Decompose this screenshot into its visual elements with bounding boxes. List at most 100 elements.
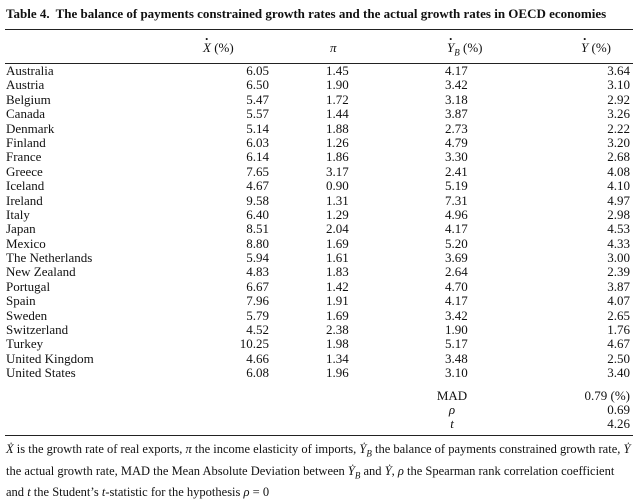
exports-growth-cell: 4.67 [246,178,269,194]
actual-growth-cell: 3.87 [607,278,630,294]
exports-growth-cell: 8.51 [246,221,269,237]
summary-value: 0.79 (%) [584,388,631,403]
country-cell: Denmark [6,120,55,136]
income-elasticity-cell: 3.17 [326,163,349,179]
bop-growth-cell: 4.96 [445,206,468,222]
exports-growth-cell: 5.57 [246,106,269,122]
table-body: Australia 6.05 1.45 4.17 3.64 Austria 6.50 1.90… [0,63,640,381]
actual-growth-cell: 3.00 [607,250,630,266]
actual-growth-cell: 4.97 [607,192,630,208]
country-cell: Sweden [6,307,48,323]
exports-growth-cell: 6.67 [246,278,269,294]
income-elasticity-cell: 2.38 [326,322,349,338]
actual-growth-cell: 2.65 [607,307,630,323]
income-elasticity-cell: 1.91 [326,293,349,309]
exports-growth-cell: 6.14 [246,149,269,165]
summary-label: t [450,416,454,431]
country-cell: Belgium [6,91,51,107]
income-elasticity-cell: 1.86 [326,149,349,165]
exports-growth-cell: 4.66 [246,350,269,366]
actual-growth-cell: 4.08 [607,163,630,179]
header-yb-symbol: Y [447,31,454,56]
exports-growth-cell: 6.05 [246,63,269,78]
country-cell: Iceland [6,178,45,194]
bop-growth-cell: 3.87 [445,106,468,122]
actual-growth-cell: 1.76 [607,322,630,338]
bop-growth-cell: 3.18 [445,91,468,107]
income-elasticity-cell: 1.26 [326,134,349,150]
table-row: United Kingdom 4.66 1.34 3.48 2.50 [0,350,640,366]
bop-growth-cell: 4.17 [445,221,468,237]
income-elasticity-cell: 1.72 [326,91,349,107]
country-cell: Australia [6,63,54,78]
country-cell: United Kingdom [6,350,94,366]
income-elasticity-cell: 1.34 [326,350,349,366]
income-elasticity-cell: 1.45 [326,63,349,78]
income-elasticity-cell: 2.04 [326,221,349,237]
country-cell: Finland [6,134,46,150]
bop-growth-cell: 4.17 [445,293,468,309]
exports-growth-cell: 10.25 [239,336,269,352]
summary-row: ρ 0.69 [0,403,640,417]
table-row: Switzerland 4.52 2.38 1.90 1.76 [0,322,640,338]
bottom-rule [5,435,633,436]
table-row: Mexico 8.80 1.69 5.20 4.33 [0,235,640,251]
header-yb-subscript: B [454,47,460,58]
exports-growth-cell: 8.80 [246,235,269,251]
country-cell: United States [6,365,76,381]
table-row: Japan 8.51 2.04 4.17 4.53 [0,221,640,237]
actual-growth-cell: 2.68 [607,149,630,165]
bop-growth-cell: 3.42 [445,77,468,93]
table-row: The Netherlands 5.94 1.61 3.69 3.00 [0,250,640,266]
header-exports-unit: (%) [210,40,234,55]
country-cell: Japan [6,221,36,237]
income-elasticity-cell: 1.29 [326,206,349,222]
exports-growth-cell: 6.03 [246,134,269,150]
bop-growth-cell: 2.73 [445,120,468,136]
table-row: Sweden 5.79 1.69 3.42 2.65 [0,307,640,323]
table-row: Italy 6.40 1.29 4.96 2.98 [0,206,640,222]
summary-label: ρ [448,402,456,417]
header-exports: X (%) [203,31,234,56]
table-row: Austria 6.50 1.90 3.42 3.10 [0,77,640,93]
country-cell: Turkey [6,336,44,352]
bop-growth-cell: 5.20 [445,235,468,251]
country-cell: Ireland [6,192,43,208]
table-row: United States 6.08 1.96 3.10 3.40 [0,365,640,381]
summary-row: MAD 0.79 (%) [0,389,640,403]
bop-growth-cell: 2.41 [445,163,468,179]
country-cell: Austria [6,77,45,93]
table-row: Canada 5.57 1.44 3.87 3.26 [0,106,640,122]
bop-growth-cell: 1.90 [445,322,468,338]
header-pi-symbol: π [330,40,337,55]
country-cell: Mexico [6,235,46,251]
country-cell: Portugal [6,278,51,294]
actual-growth-cell: 3.64 [607,63,630,78]
income-elasticity-cell: 1.42 [326,278,349,294]
actual-growth-cell: 3.20 [607,134,630,150]
income-elasticity-cell: 1.69 [326,235,349,251]
country-cell: France [6,149,42,165]
header-y: Y (%) [581,31,611,56]
table-row: New Zealand 4.83 1.83 2.64 2.39 [0,264,640,280]
actual-growth-cell: 3.40 [607,365,630,381]
summary-label: MAD [436,388,468,403]
bop-growth-cell: 4.17 [445,63,468,78]
actual-growth-cell: 2.50 [607,350,630,366]
summary-value: 4.26 [607,416,630,431]
actual-growth-cell: 4.53 [607,221,630,237]
table-footnote: Ẋ is the growth rate of real exports, π … [6,442,631,499]
income-elasticity-cell: 0.90 [326,178,349,194]
table-number: Table 4. [6,6,50,21]
country-cell: New Zealand [6,264,76,280]
income-elasticity-cell: 1.90 [326,77,349,93]
income-elasticity-cell: 1.98 [326,336,349,352]
country-cell: Greece [6,163,43,179]
bop-growth-cell: 2.64 [445,264,468,280]
table-title: The balance of payments constrained grow… [55,6,607,21]
table-row: Turkey 10.25 1.98 5.17 4.67 [0,336,640,352]
actual-growth-cell: 4.10 [607,178,630,194]
bop-growth-cell: 3.42 [445,307,468,323]
header-y-symbol: Y [581,31,588,56]
exports-growth-cell: 7.96 [246,293,269,309]
